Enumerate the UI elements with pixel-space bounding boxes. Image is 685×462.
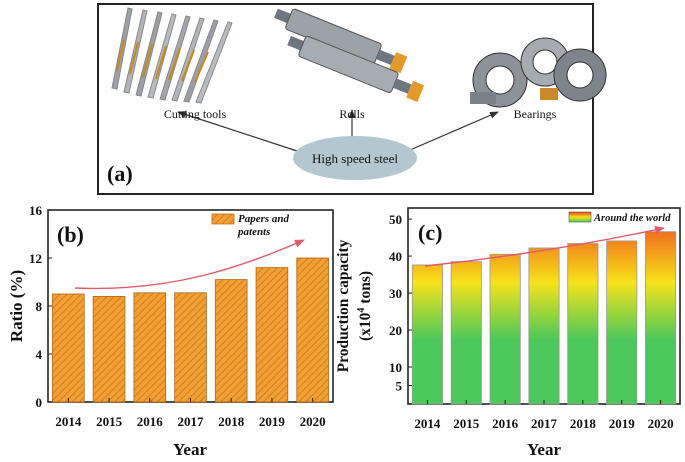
panel-c-x-tick-label: 2016 (492, 416, 519, 431)
panel-b-legend-line1: Papers and (238, 213, 290, 225)
panel-c-x-tick-label: 2020 (648, 416, 674, 431)
panel-c-bar-2014 (411, 264, 443, 405)
panel-c-y-tick-label: 50 (389, 212, 402, 227)
panel-c-x-axis-title: Year (527, 440, 561, 459)
panel-c-bar-2019 (606, 240, 638, 405)
cutting-tools-label: Cutting tools (164, 107, 227, 121)
panel-b-x-tick-label: 2017 (178, 414, 205, 429)
high-speed-steel-label: High speed steel (312, 151, 398, 166)
panel-c-x-tick-label: 2018 (570, 416, 597, 431)
panel-c-bar-2016 (489, 253, 521, 405)
panel-c-y-tick-label: 5 (396, 379, 403, 394)
panel-b-x-tick-label: 2018 (218, 414, 245, 429)
panel-b-label: (b) (57, 222, 84, 247)
high-speed-steel-ellipse (293, 136, 417, 180)
panel-b-bar-2018 (214, 279, 248, 403)
panel-b-y-tick-label: 4 (36, 347, 43, 362)
panel-c-x-axis: 2014 2015 2016 2017 2018 2019 2020 (414, 400, 674, 431)
panel-b-x-axis: 2014 2015 2016 2017 2018 2019 2020 (55, 398, 326, 429)
panel-c-bar-2015 (450, 261, 482, 405)
panel-b-bar-2015 (92, 295, 126, 403)
panel-c-legend-label: Around the world (593, 213, 671, 224)
panel-c-y-axis-title: Production capacity (335, 239, 352, 372)
panel-c-y-axis-title-line1: Production capacity (335, 239, 352, 372)
rolls-label: Rolls (339, 107, 365, 121)
panel-b-trend-arrow (74, 239, 305, 290)
panel-c-label: (c) (418, 220, 442, 245)
panel-b-y-axis: 0 4 8 12 16 (29, 203, 52, 410)
panel-b-y-axis-title: Ratio (%) (7, 270, 26, 342)
panel-b-legend-label: Papers and patents (237, 213, 292, 238)
panel-b-x-axis-title: Year (173, 440, 207, 459)
panel-b-y-tick-label: 16 (29, 203, 43, 218)
panel-b-x-tick-label: 2016 (137, 414, 164, 429)
panel-b-legend-line2: patents (237, 226, 270, 238)
panel-b-legend-swatch (211, 213, 235, 225)
panel-c-bars (411, 231, 677, 405)
panel-c-trend-arrow (424, 225, 665, 267)
panel-b-y-tick-label: 12 (29, 251, 42, 266)
cutting-tools-illustration (111, 7, 233, 104)
panel-c-y-tick-label: 40 (389, 249, 402, 264)
panel-c-y-tick-label: 10 (389, 360, 402, 375)
bearings-label: Bearings (514, 107, 557, 121)
panel-b-bar-2019 (255, 267, 289, 403)
rolls-illustration (274, 8, 425, 103)
panel-b-bar-2016 (133, 292, 167, 403)
panel-c-bar-2017 (528, 247, 560, 405)
panel-c-y-axis-title-line2: (x104 tons) (356, 271, 374, 341)
panel-b-y-tick-label: 0 (36, 395, 43, 410)
panel-c-x-tick-label: 2019 (609, 416, 636, 431)
panel-b-chart: 0 4 8 12 16 2014 2015 2016 2017 2018 2019 2020 (b)… (7, 203, 334, 459)
panel-c-chart: 5 10 20 30 40 50 2014 2015 2016 2017 2018 2019 2020… (335, 207, 681, 459)
panel-b-x-tick-label: 2014 (55, 414, 82, 429)
panel-a-arrows (177, 109, 499, 153)
panel-b-bar-2020 (296, 257, 329, 403)
panel-b-bars (52, 257, 329, 403)
panel-b-x-tick-label: 2019 (259, 414, 286, 429)
panel-c-legend-swatch (568, 211, 592, 223)
panel-a-label: (a) (107, 161, 133, 186)
panel-c-bar-2018 (567, 243, 599, 405)
panel-a: High speed steel Cutting tools Rolls Bea… (97, 3, 607, 195)
panel-b-x-tick-label: 2015 (96, 414, 123, 429)
panel-c-x-tick-label: 2015 (453, 416, 480, 431)
panel-c-x-tick-label: 2017 (531, 416, 558, 431)
panel-c-y-axis: 5 10 20 30 40 50 (389, 212, 412, 394)
panel-b-y-tick-label: 8 (36, 299, 43, 314)
panel-c-y-tick-label: 20 (389, 323, 402, 338)
panel-c-bar-2020 (645, 231, 677, 405)
panel-b-bar-2014 (52, 293, 85, 403)
panel-c-y-tick-label: 30 (389, 286, 402, 301)
bearings-illustration (470, 37, 607, 108)
panel-b-x-tick-label: 2020 (300, 414, 326, 429)
panel-c-x-tick-label: 2014 (414, 416, 441, 431)
panel-b-bar-2017 (174, 292, 207, 403)
